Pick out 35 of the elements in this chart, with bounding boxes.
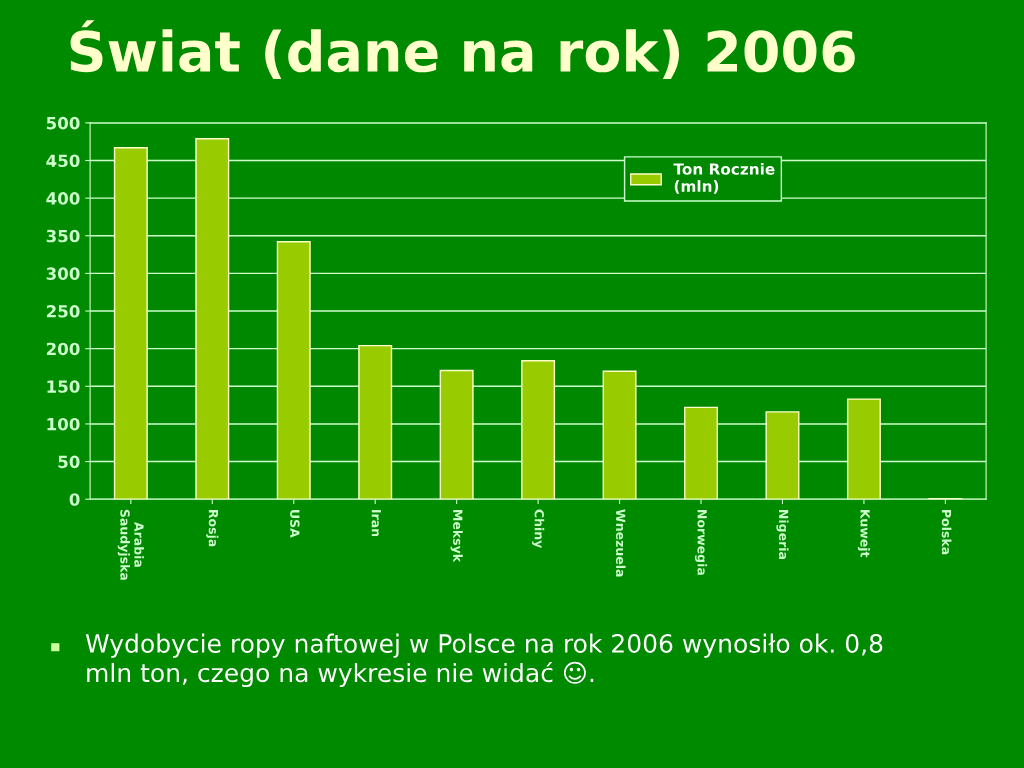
x-tick-label: Norwegia	[694, 510, 708, 575]
y-tick-label: 250	[46, 305, 80, 318]
y-tick-label: 500	[46, 116, 80, 130]
x-tick-label: Polska	[941, 510, 952, 555]
y-tick-label: 100	[47, 417, 80, 431]
bar	[439, 369, 474, 500]
x-tick-label: Rosja	[206, 510, 219, 547]
bar	[113, 147, 148, 500]
bar	[195, 137, 230, 500]
bar	[846, 398, 881, 500]
x-tick-label: Meksyk	[450, 510, 463, 563]
x-tick-label: USA	[290, 510, 300, 538]
y-tick-label: 350	[46, 229, 80, 243]
x-tick-label: Wnezuela	[615, 509, 626, 577]
y-tick-label: 150	[47, 380, 80, 393]
bar	[276, 241, 311, 500]
y-tick-label: 400	[46, 192, 80, 205]
y-tick-label: 300	[46, 267, 80, 280]
bar	[521, 360, 556, 500]
bar	[358, 344, 393, 500]
x-tick-label: Nigeria	[776, 510, 789, 559]
x-tick-label: Chiny	[532, 509, 545, 549]
x-tick-label: Arabia Saudyjska	[117, 509, 144, 580]
y-tick-label: 200	[46, 342, 80, 356]
bar	[602, 370, 637, 500]
x-tick-label: Kuwejt	[857, 510, 871, 558]
bar	[684, 406, 719, 500]
text: Wydobycie ropy naftowej w Polsce na rok 2006 wynosiło ok. 0,8 mln ton, czego na wykresie nie widać ☺.	[85, 633, 883, 688]
bar	[765, 411, 800, 500]
chart-title: Świat (dane na rok) 2006	[70, 20, 855, 79]
legend-label: Ton Rocznie (mln)	[673, 162, 775, 194]
y-tick-label: 450	[46, 154, 80, 168]
x-tick-label: Iran	[371, 510, 381, 537]
y-tick-label: 50	[58, 455, 80, 469]
y-tick-label: 0	[69, 493, 80, 506]
